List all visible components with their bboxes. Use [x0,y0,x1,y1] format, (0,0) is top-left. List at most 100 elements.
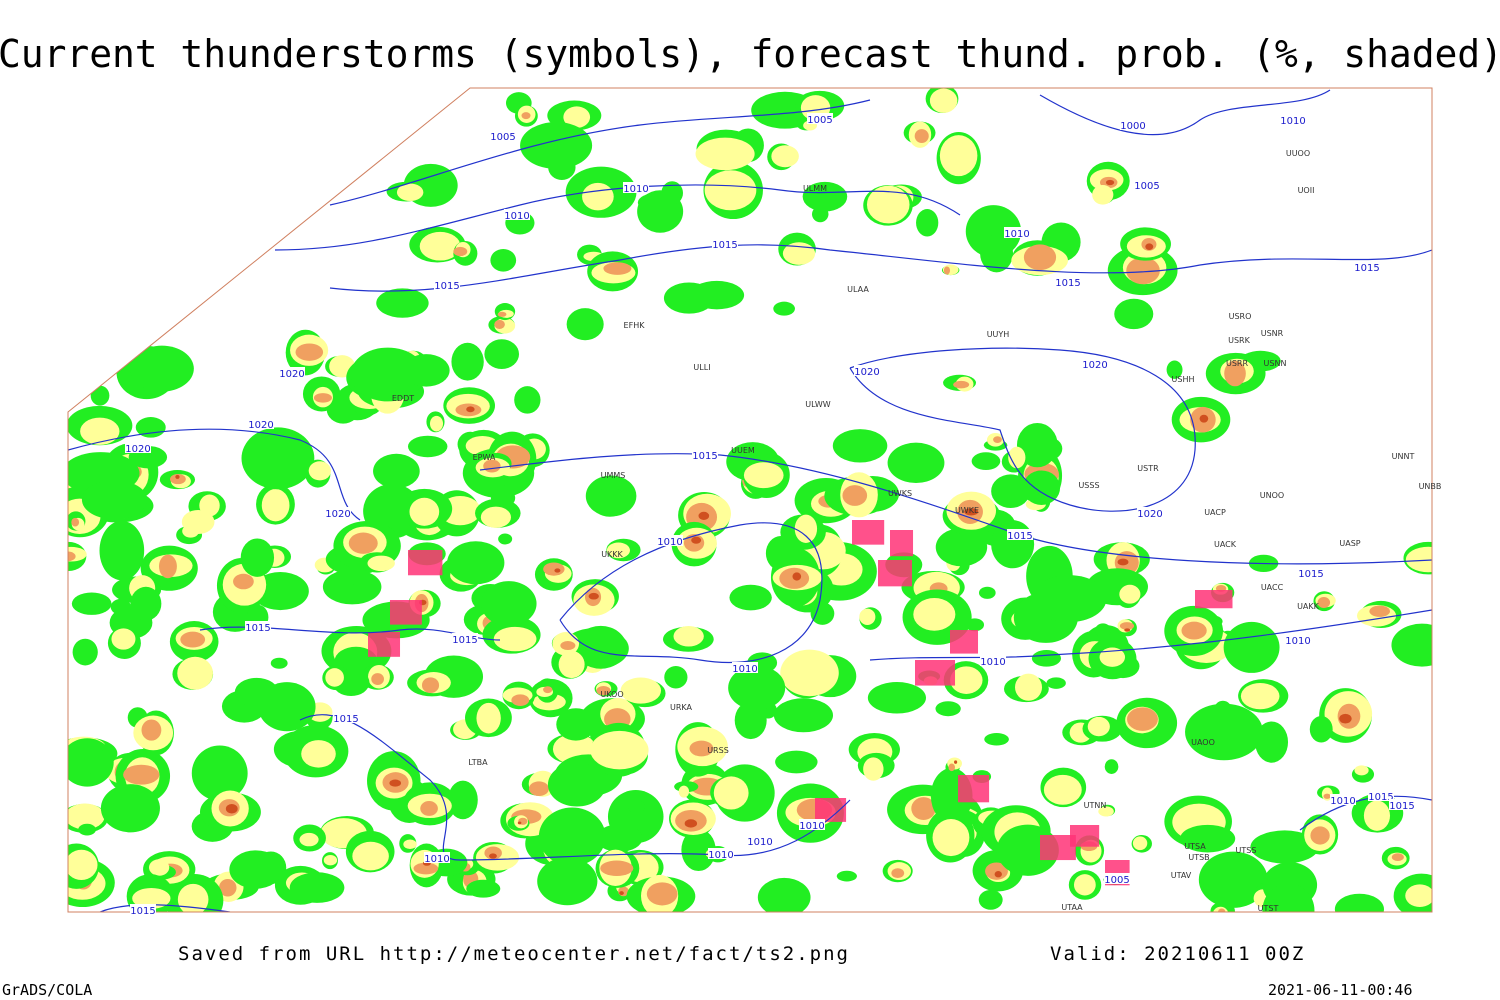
probability-patch [558,650,585,679]
probability-patch [646,882,678,906]
probability-patch [943,266,951,275]
isobar-label-bg [1389,799,1415,810]
probability-patch [71,517,80,527]
isobar-label: 1005 [807,115,832,126]
probability-patch [792,572,802,581]
probability-patch [773,698,834,733]
station-label: UNNT [1392,452,1415,461]
isobar-label: 1005 [490,132,515,143]
isobar-label: 1010 [1285,636,1310,647]
probability-patch [1250,830,1319,864]
probability-patch [241,427,315,490]
probability-patch [481,581,537,627]
probability-patch [175,474,180,479]
isobar-label-bg [125,442,151,453]
station-label: URKA [670,703,693,712]
probability-patch [453,246,468,257]
probability-patch [313,393,332,403]
station-label: USSS [1078,481,1099,490]
isobar-line [479,453,1432,565]
probability-patch [111,628,136,650]
probability-patch [953,380,970,389]
isobar-label: 1015 [1298,569,1323,580]
storm-symbol [950,630,979,654]
probability-patch [1391,623,1432,667]
probability-patch [543,686,553,694]
probability-patch [511,694,530,706]
probability-patch [993,436,1002,444]
isobar-label: 1015 [1389,801,1414,812]
probability-patch [373,453,420,489]
probability-patch [240,538,275,577]
probability-patch [1114,298,1154,330]
probability-patch [494,319,505,329]
probability-patch [691,536,702,544]
probability-patch [1317,596,1331,609]
probability-patch [68,849,98,881]
isobar-label-bg [799,819,825,830]
station-label: UTST [1258,904,1279,913]
station-label: UACC [1261,583,1284,592]
probability-patch [757,877,811,912]
probability-patch [1119,622,1135,630]
station-label: USRR [1226,359,1248,368]
probability-patch [466,406,475,413]
probability-patch [421,677,440,694]
probability-patch [180,631,206,648]
probability-patch [402,354,450,387]
probability-patch [1095,623,1111,638]
probability-patch [1073,874,1096,896]
isobar-label: 1010 [747,837,772,848]
probability-patch [911,797,936,820]
probability-patch [413,862,439,875]
probability-patch [1046,677,1066,689]
isobar-label-bg [732,662,758,673]
probability-patch [521,112,531,120]
probability-patch [81,480,148,520]
isobar-label: 1015 [333,714,358,725]
isobar-label-bg [1134,179,1160,190]
probability-patch [582,182,614,211]
probability-patch [225,804,238,814]
probability-patch [939,135,978,177]
probability-patch [1008,446,1026,469]
station-label: UNBB [1419,482,1442,491]
station-label: UMMS [601,471,626,480]
isobar-label: 1015 [1055,278,1080,289]
probability-patch [887,442,945,484]
probability-patch [734,701,767,740]
probability-patch [407,435,448,458]
station-label: UUEM [731,446,755,455]
probability-patch [1043,774,1082,805]
isobar-label: 1010 [732,664,757,675]
storm-symbol [408,550,443,576]
probability-patch [678,785,690,798]
station-label: ULLI [693,363,710,372]
storm-symbol [1195,590,1233,609]
probability-patch [661,181,683,205]
station-label: UAKK [1297,602,1320,611]
probability-patch [1217,908,1226,912]
probability-patch [664,665,688,689]
probability-patch [350,347,426,402]
station-label: URSS [707,746,729,755]
probability-patch [1099,647,1126,667]
isobar-label-bg [130,904,156,915]
probability-patch [141,719,162,741]
probability-patch [619,891,624,896]
probability-patch [191,745,248,801]
probability-patch [419,231,461,261]
isobar-label-bg [434,279,460,290]
isobar-label-bg [1082,358,1108,369]
isobar-label-bg [1354,261,1380,272]
isobar-label-bg [1055,276,1081,287]
probability-patch [994,871,1002,878]
probability-patch [867,682,927,714]
station-label: UTSB [1188,853,1209,862]
probability-patch [620,677,662,704]
isobar-line [68,428,361,521]
station-label: USRO [1229,312,1252,321]
probability-patch [935,701,961,717]
station-label: UKKK [601,550,623,559]
isobar-label: 1020 [248,420,273,431]
